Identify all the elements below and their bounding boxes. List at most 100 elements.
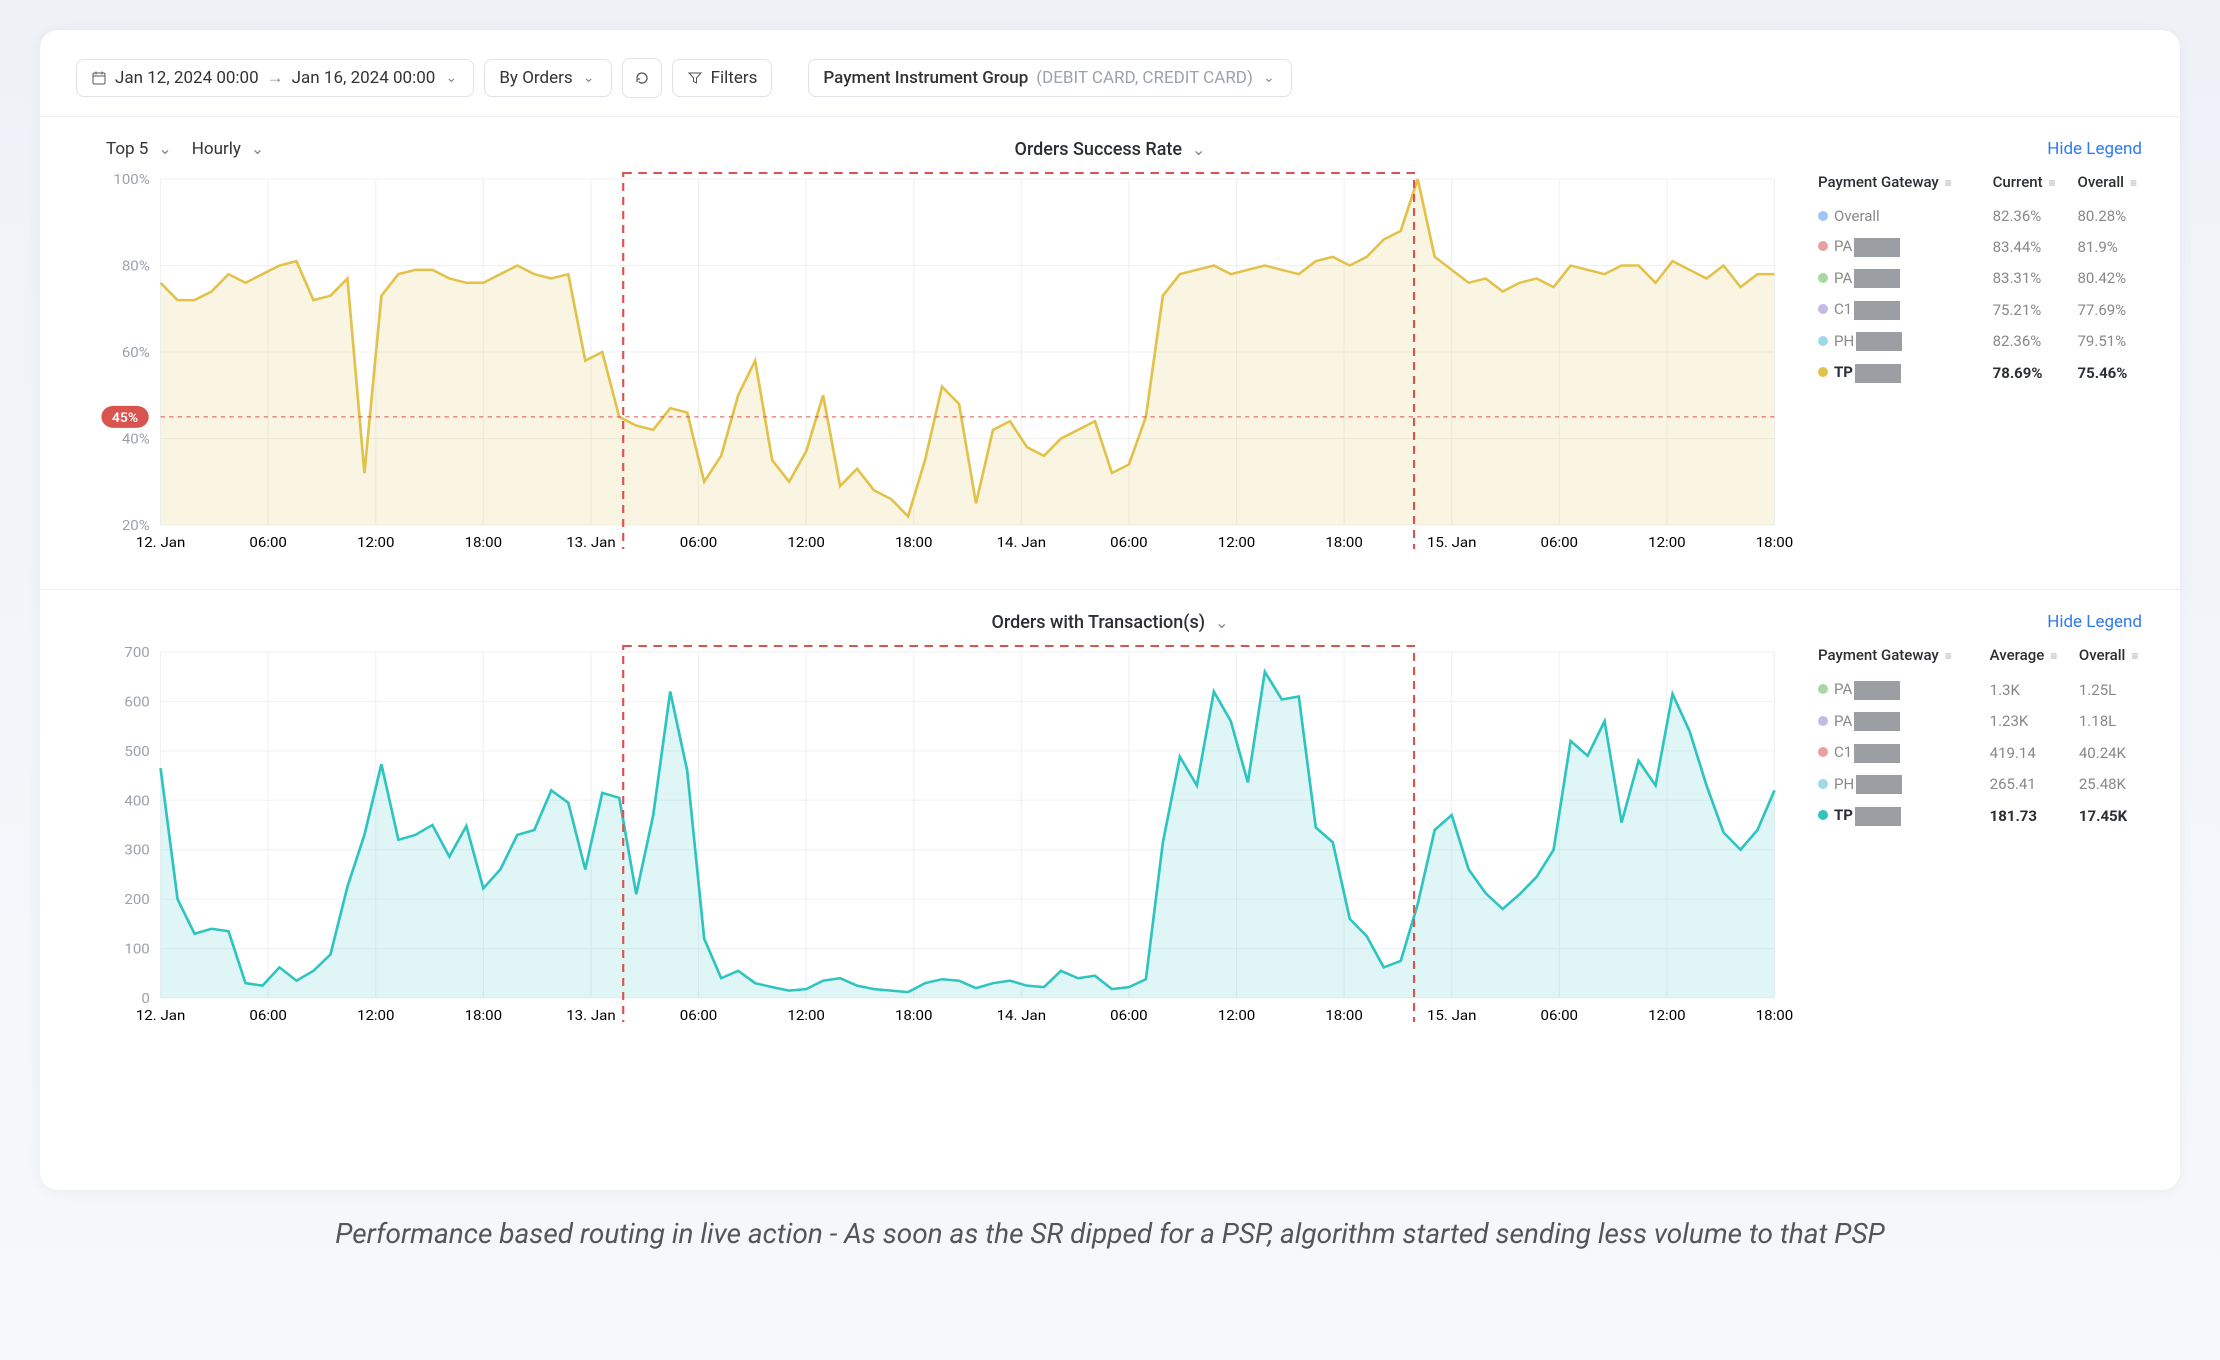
hide-legend-toggle-1[interactable]: Hide Legend xyxy=(2047,139,2142,159)
chart-section-transactions: Orders with Transaction(s) Hide Legend 0… xyxy=(40,589,2180,1062)
arrow-icon: → xyxy=(267,68,284,88)
dashboard-panel: Jan 12, 2024 00:00 → Jan 16, 2024 00:00 … xyxy=(40,30,2180,1190)
top-select-label: Top 5 xyxy=(106,139,148,159)
svg-text:13. Jan: 13. Jan xyxy=(566,1007,615,1022)
order-mode-select[interactable]: By Orders xyxy=(484,59,611,97)
chart-header-1: Top 5 Hourly Orders Success Rate Hide Le… xyxy=(40,137,2180,169)
svg-text:18:00: 18:00 xyxy=(895,534,932,549)
legend-col-1: Payment Gateway xyxy=(1816,169,1991,201)
svg-text:0: 0 xyxy=(141,990,149,1006)
legend-2: Payment Gateway Average Overall PA1.3K1.… xyxy=(1796,642,2156,1022)
svg-text:45%: 45% xyxy=(112,410,138,425)
legend-col-2: Current xyxy=(1991,169,2076,201)
chart-wrap-1: 20%40%60%80%100%12. Jan06:0012:0018:0013… xyxy=(40,169,2180,589)
svg-text:18:00: 18:00 xyxy=(895,1007,932,1022)
svg-text:13. Jan: 13. Jan xyxy=(566,534,615,549)
caption: Performance based routing in live action… xyxy=(40,1190,2180,1253)
filter-chip-name: Payment Instrument Group xyxy=(823,68,1028,88)
legend-row[interactable]: TP181.7317.45K xyxy=(1816,800,2156,832)
refresh-button[interactable] xyxy=(622,58,662,98)
svg-text:12:00: 12:00 xyxy=(1648,534,1685,549)
svg-text:06:00: 06:00 xyxy=(680,1007,717,1022)
chart-title-2[interactable]: Orders with Transaction(s) xyxy=(992,612,1229,633)
hide-legend-toggle-2[interactable]: Hide Legend xyxy=(2047,612,2142,632)
svg-text:100: 100 xyxy=(124,941,149,957)
legend-row[interactable]: TP78.69%75.46% xyxy=(1816,357,2156,389)
chevron-down-icon xyxy=(154,139,171,159)
svg-text:18:00: 18:00 xyxy=(465,1007,502,1022)
page-container: Jan 12, 2024 00:00 → Jan 16, 2024 00:00 … xyxy=(0,0,2220,1360)
svg-text:18:00: 18:00 xyxy=(1756,1007,1793,1022)
svg-text:12:00: 12:00 xyxy=(357,534,394,549)
svg-text:18:00: 18:00 xyxy=(1325,1007,1362,1022)
legend-row[interactable]: PH82.36%79.51% xyxy=(1816,326,2156,358)
legend-col-3: Overall xyxy=(2076,169,2157,201)
legend-row[interactable]: PH265.4125.48K xyxy=(1816,769,2156,801)
svg-text:12:00: 12:00 xyxy=(357,1007,394,1022)
interval-select-label: Hourly xyxy=(192,139,241,159)
date-range-picker[interactable]: Jan 12, 2024 00:00 → Jan 16, 2024 00:00 xyxy=(76,59,474,97)
legend-row[interactable]: PA1.23K1.18L xyxy=(1816,706,2156,738)
svg-text:80%: 80% xyxy=(122,258,150,274)
svg-text:18:00: 18:00 xyxy=(1325,534,1362,549)
svg-text:06:00: 06:00 xyxy=(249,534,286,549)
svg-text:06:00: 06:00 xyxy=(1110,1007,1147,1022)
filter-chip[interactable]: Payment Instrument Group (DEBIT CARD, CR… xyxy=(808,59,1291,97)
chart-title-1[interactable]: Orders Success Rate xyxy=(1015,139,1206,160)
chart-1: 20%40%60%80%100%12. Jan06:0012:0018:0013… xyxy=(96,169,1796,549)
svg-text:18:00: 18:00 xyxy=(465,534,502,549)
legend-col-1: Payment Gateway xyxy=(1816,642,1988,674)
chevron-down-icon xyxy=(443,70,459,86)
legend-row[interactable]: C1419.1440.24K xyxy=(1816,737,2156,769)
svg-text:12:00: 12:00 xyxy=(1648,1007,1685,1022)
chevron-down-icon xyxy=(581,70,597,86)
svg-text:06:00: 06:00 xyxy=(1541,1007,1578,1022)
svg-text:20%: 20% xyxy=(122,517,150,533)
svg-text:18:00: 18:00 xyxy=(1756,534,1793,549)
svg-text:600: 600 xyxy=(124,694,149,710)
legend-col-3: Overall xyxy=(2077,642,2156,674)
svg-text:40%: 40% xyxy=(122,431,150,447)
svg-text:60%: 60% xyxy=(122,344,150,360)
legend-row[interactable]: PA83.31%80.42% xyxy=(1816,263,2156,295)
svg-text:500: 500 xyxy=(124,743,149,759)
order-mode-label: By Orders xyxy=(499,68,572,88)
chart-title-text: Orders Success Rate xyxy=(1015,139,1183,160)
funnel-icon xyxy=(687,70,703,86)
chevron-down-icon xyxy=(1261,70,1277,86)
svg-text:15. Jan: 15. Jan xyxy=(1427,534,1476,549)
chart-title-text-2: Orders with Transaction(s) xyxy=(992,612,1206,633)
svg-text:12:00: 12:00 xyxy=(1218,534,1255,549)
chart-wrap-2: 0 100 200 300 400 500 600 700 12. Jan 06:00 12:00 1… xyxy=(40,642,2180,1062)
date-to: Jan 16, 2024 00:00 xyxy=(292,68,436,88)
interval-select[interactable]: Hourly xyxy=(192,139,265,159)
svg-text:14. Jan: 14. Jan xyxy=(997,1007,1046,1022)
chevron-down-icon xyxy=(247,139,264,159)
svg-text:300: 300 xyxy=(124,842,149,858)
filter-chip-value: (DEBIT CARD, CREDIT CARD) xyxy=(1036,68,1253,88)
svg-text:200: 200 xyxy=(124,892,149,908)
svg-text:12:00: 12:00 xyxy=(1218,1007,1255,1022)
filters-button[interactable]: Filters xyxy=(672,59,773,97)
toolbar: Jan 12, 2024 00:00 → Jan 16, 2024 00:00 … xyxy=(40,50,2180,116)
calendar-icon xyxy=(91,70,107,86)
legend-row[interactable]: PA1.3K1.25L xyxy=(1816,674,2156,706)
svg-text:06:00: 06:00 xyxy=(1541,534,1578,549)
svg-text:100%: 100% xyxy=(113,171,150,187)
svg-text:700: 700 xyxy=(124,644,149,660)
legend-row[interactable]: C175.21%77.69% xyxy=(1816,294,2156,326)
legend-row[interactable]: PA83.44%81.9% xyxy=(1816,231,2156,263)
top-select[interactable]: Top 5 xyxy=(106,139,172,159)
svg-text:06:00: 06:00 xyxy=(249,1007,286,1022)
svg-text:12. Jan: 12. Jan xyxy=(136,1007,185,1022)
legend-1: Payment Gateway Current Overall Overall8… xyxy=(1796,169,2156,549)
svg-text:06:00: 06:00 xyxy=(680,534,717,549)
chart-2: 0 100 200 300 400 500 600 700 12. Jan 06:00 12:00 1… xyxy=(96,642,1796,1022)
legend-col-2: Average xyxy=(1988,642,2077,674)
chart-header-2: Orders with Transaction(s) Hide Legend xyxy=(40,610,2180,642)
legend-row[interactable]: Overall82.36%80.28% xyxy=(1816,201,2156,231)
svg-text:400: 400 xyxy=(124,793,149,809)
svg-text:14. Jan: 14. Jan xyxy=(997,534,1046,549)
filters-label: Filters xyxy=(711,68,758,88)
svg-text:06:00: 06:00 xyxy=(1110,534,1147,549)
